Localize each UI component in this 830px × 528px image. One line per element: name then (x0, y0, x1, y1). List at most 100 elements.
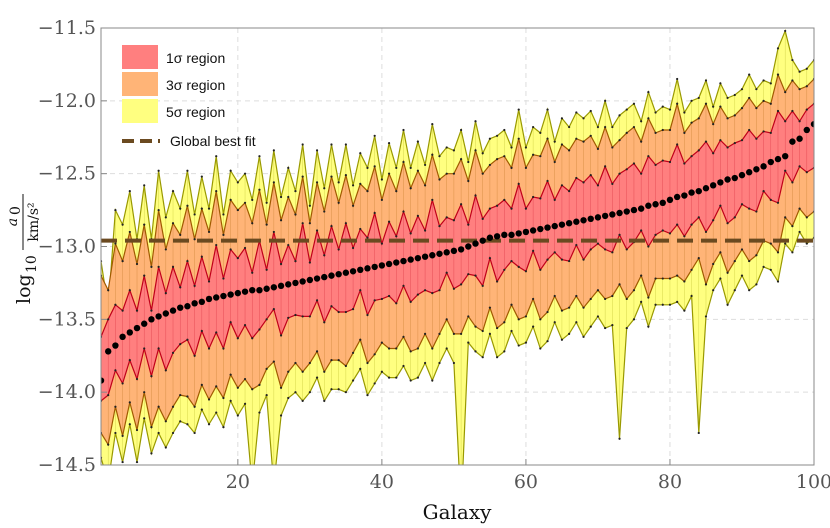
band-5sigma-vertex (272, 149, 275, 152)
best-fit-point (623, 208, 630, 215)
band-1sigma-vertex (423, 229, 427, 232)
band-1sigma-vertex (805, 108, 808, 111)
band-1sigma-vertex (632, 162, 636, 165)
band-3sigma-vertex (344, 174, 347, 177)
band-5sigma-vertex (704, 315, 708, 318)
band-5sigma-vertex (683, 309, 686, 312)
y-tick-label: −13.0 (38, 236, 96, 258)
band-1sigma-vertex (726, 222, 729, 225)
band-5sigma-vertex (114, 208, 117, 212)
best-fit-point (313, 275, 321, 282)
best-fit-point (119, 333, 126, 341)
band-5sigma-vertex (215, 411, 218, 414)
band-3sigma-vertex (107, 289, 110, 292)
band-1sigma-vertex (719, 204, 722, 207)
band-3sigma-vertex (416, 347, 419, 350)
band-5sigma-vertex (143, 417, 146, 420)
best-fit-point (270, 284, 278, 291)
band-5sigma-vertex (553, 321, 556, 324)
best-fit-point (630, 206, 638, 214)
band-3sigma-vertex (128, 230, 131, 234)
band-1sigma-vertex (179, 342, 182, 346)
best-fit-point (529, 227, 537, 234)
band-3sigma-vertex (452, 172, 455, 175)
band-3sigma-vertex (769, 102, 772, 105)
band-1sigma-vertex (243, 324, 247, 327)
band-3sigma-vertex (330, 359, 333, 362)
band-3sigma-vertex (496, 326, 499, 330)
band-1sigma-vertex (496, 280, 499, 283)
best-fit-point (645, 202, 652, 209)
band-5sigma-vertex (121, 460, 124, 464)
band-5sigma-vertex (423, 163, 427, 167)
band-1sigma-vertex (712, 152, 715, 155)
band-3sigma-vertex (553, 160, 556, 164)
band-1sigma-vertex (733, 141, 736, 145)
band-1sigma-vertex (337, 248, 340, 251)
band-5sigma-vertex (121, 223, 124, 226)
band-1sigma-vertex (207, 347, 211, 350)
best-fit-point (306, 276, 314, 284)
band-3sigma-vertex (215, 190, 218, 193)
band-3sigma-vertex (618, 139, 621, 142)
legend-swatch-3sigma (122, 72, 158, 96)
band-1sigma-vertex (546, 179, 549, 183)
best-fit-point (702, 185, 710, 192)
band-3sigma-vertex (661, 277, 664, 280)
band-5sigma-vertex (409, 379, 412, 382)
band-1sigma-vertex (510, 207, 513, 210)
best-fit-point (292, 279, 299, 287)
band-3sigma-vertex (640, 140, 643, 143)
band-5sigma-vertex (604, 326, 607, 330)
best-fit-point (551, 222, 558, 230)
best-fit-point (371, 263, 378, 271)
band-5sigma-vertex (560, 117, 564, 120)
best-fit-point (767, 158, 774, 166)
best-fit-point (609, 211, 616, 218)
band-1sigma-vertex (647, 155, 650, 158)
best-fit-point (241, 288, 249, 295)
band-1sigma-vertex (604, 248, 607, 251)
band-3sigma-vertex (409, 187, 412, 190)
band-3sigma-vertex (251, 388, 254, 391)
band-1sigma-vertex (171, 265, 175, 268)
axis-ticks: 20 40 60 80 100 −11.5 −12.0 −12.5 −13.0 −13.5 −14.… (38, 17, 830, 493)
band-1sigma-vertex (215, 243, 218, 247)
band-3sigma-vertex (784, 216, 787, 219)
band-3sigma-vertex (128, 401, 131, 404)
band-3sigma-vertex (740, 107, 744, 110)
band-3sigma-vertex (294, 361, 297, 365)
band-1sigma-vertex (279, 262, 283, 266)
band-1sigma-vertex (323, 254, 326, 257)
band-1sigma-vertex (784, 120, 787, 123)
band-3sigma-vertex (438, 332, 441, 335)
band-5sigma-vertex (287, 166, 290, 169)
band-1sigma-vertex (510, 259, 513, 263)
band-5sigma-vertex (373, 134, 376, 137)
band-5sigma-vertex (690, 294, 693, 298)
best-fit-points (101, 120, 814, 384)
band-3sigma-vertex (755, 254, 758, 257)
band-1sigma-vertex (647, 245, 650, 248)
best-fit-point (349, 268, 357, 275)
band-1sigma-vertex (287, 243, 290, 247)
band-1sigma-vertex (467, 273, 470, 276)
band-1sigma-vertex (431, 198, 434, 201)
band-1sigma-vertex (265, 318, 268, 321)
band-1sigma-vertex (157, 347, 160, 350)
band-5sigma-vertex (315, 376, 319, 379)
band-5sigma-vertex (423, 361, 427, 365)
band-5sigma-vertex (431, 379, 434, 382)
band-1sigma-vertex (697, 216, 700, 219)
y-tick-label: −13.5 (38, 308, 96, 330)
band-1sigma-vertex (690, 223, 693, 226)
band-3sigma-vertex (337, 359, 340, 362)
band-3sigma-vertex (200, 207, 203, 210)
band-1sigma-vertex (431, 292, 434, 295)
best-fit-point (321, 273, 328, 281)
band-1sigma-vertex (222, 347, 225, 350)
band-3sigma-vertex (726, 271, 729, 274)
legend-label-5sigma: 5σ region (166, 104, 225, 120)
band-1sigma-vertex (445, 271, 448, 274)
best-fit-point (148, 316, 155, 323)
